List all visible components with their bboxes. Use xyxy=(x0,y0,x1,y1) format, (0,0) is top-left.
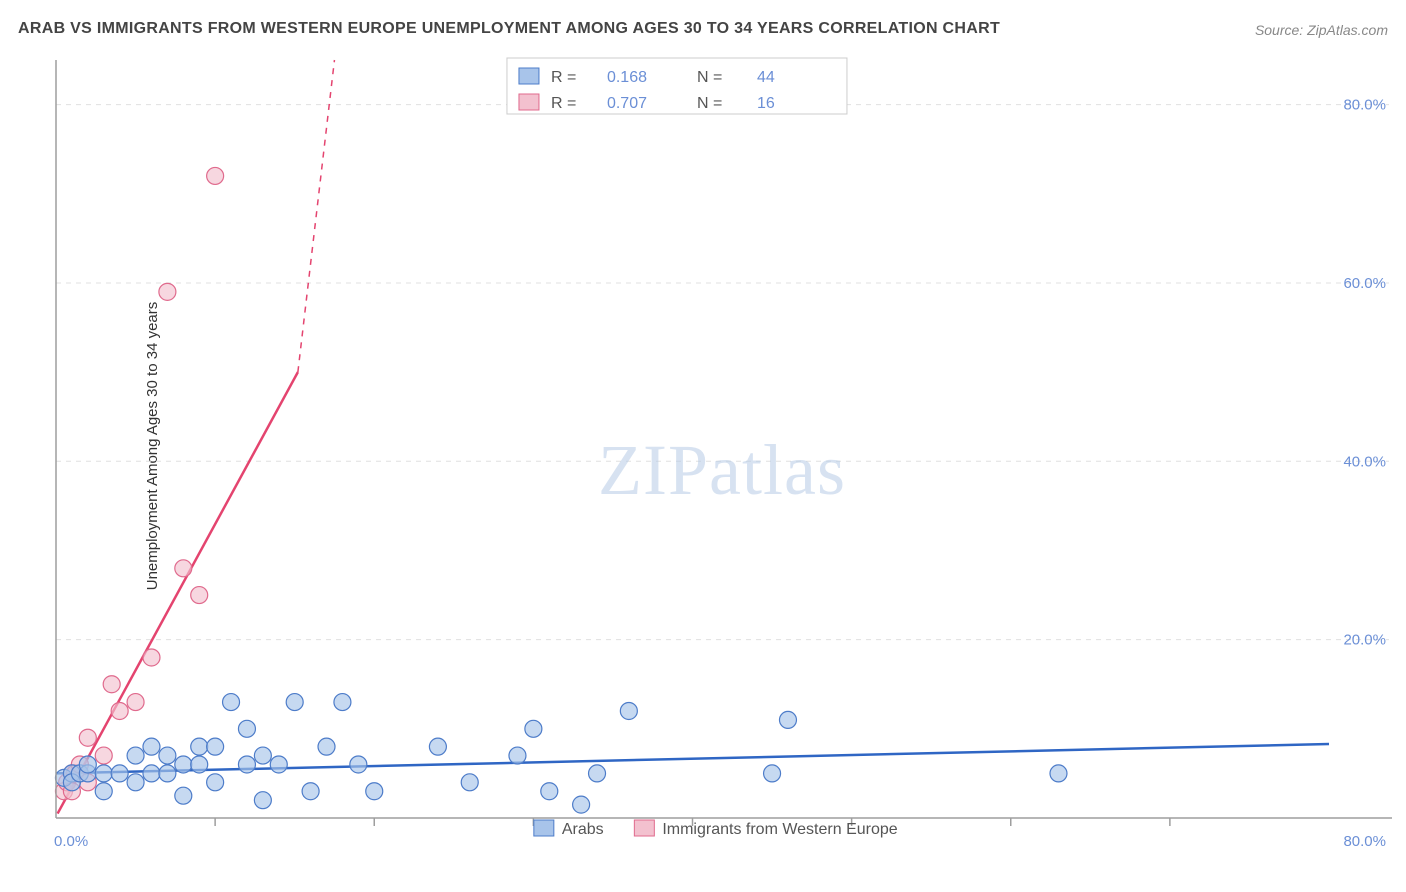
x-origin-label: 0.0% xyxy=(54,833,88,850)
legend-n-label: N = xyxy=(697,95,722,112)
legend-n-label: N = xyxy=(697,69,722,86)
legend-swatch xyxy=(519,94,539,110)
point-arabs xyxy=(461,774,478,791)
point-arabs xyxy=(620,702,637,719)
point-arabs xyxy=(366,783,383,800)
bottom-legend-swatch xyxy=(534,820,554,836)
point-arabs xyxy=(111,765,128,782)
point-immigrants xyxy=(111,702,128,719)
point-arabs xyxy=(238,720,255,737)
point-arabs xyxy=(779,711,796,728)
point-arabs xyxy=(1050,765,1067,782)
chart-title: ARAB VS IMMIGRANTS FROM WESTERN EUROPE U… xyxy=(18,20,1000,38)
watermark: ZIPatlas xyxy=(598,430,846,510)
point-arabs xyxy=(589,765,606,782)
point-arabs xyxy=(764,765,781,782)
point-immigrants xyxy=(159,283,176,300)
point-arabs xyxy=(509,747,526,764)
bottom-legend-swatch xyxy=(634,820,654,836)
point-arabs xyxy=(318,738,335,755)
point-immigrants xyxy=(207,167,224,184)
point-arabs xyxy=(573,796,590,813)
point-arabs xyxy=(302,783,319,800)
point-arabs xyxy=(127,774,144,791)
point-immigrants xyxy=(95,747,112,764)
legend-swatch xyxy=(519,68,539,84)
plot-area: ZIPatlas 20.0% 40.0% 60.0% 80.0% 0.0% 80.0% R =… xyxy=(50,56,1394,852)
point-arabs xyxy=(143,765,160,782)
point-arabs xyxy=(238,756,255,773)
x-max-label: 80.0% xyxy=(1343,833,1386,850)
point-arabs xyxy=(254,747,271,764)
point-arabs xyxy=(207,774,224,791)
chart-svg: ZIPatlas 20.0% 40.0% 60.0% 80.0% 0.0% 80.0% R =… xyxy=(50,56,1394,852)
point-arabs xyxy=(223,694,240,711)
point-arabs xyxy=(143,738,160,755)
bottom-legend-label: Immigrants from Western Europe xyxy=(662,821,897,838)
y-tick-label: 20.0% xyxy=(1343,632,1386,649)
point-arabs xyxy=(159,747,176,764)
point-arabs xyxy=(191,738,208,755)
point-arabs xyxy=(350,756,367,773)
point-arabs xyxy=(79,756,96,773)
point-arabs xyxy=(334,694,351,711)
point-arabs xyxy=(270,756,287,773)
point-arabs xyxy=(95,765,112,782)
y-tick-label: 40.0% xyxy=(1343,453,1386,470)
point-arabs xyxy=(254,792,271,809)
point-arabs xyxy=(127,747,144,764)
y-tick-label: 60.0% xyxy=(1343,275,1386,292)
point-arabs xyxy=(207,738,224,755)
trend-line-immigrants-dash xyxy=(298,60,335,372)
legend-r-value: 0.707 xyxy=(607,95,647,112)
point-immigrants xyxy=(79,729,96,746)
source-label: Source: ZipAtlas.com xyxy=(1255,22,1388,38)
point-arabs xyxy=(175,756,192,773)
point-immigrants xyxy=(103,676,120,693)
point-arabs xyxy=(159,765,176,782)
legend-r-value: 0.168 xyxy=(607,69,647,86)
legend-n-value: 16 xyxy=(757,95,775,112)
point-arabs xyxy=(175,787,192,804)
y-tick-label: 80.0% xyxy=(1343,97,1386,114)
point-arabs xyxy=(286,694,303,711)
point-immigrants xyxy=(191,587,208,604)
bottom-legend-label: Arabs xyxy=(562,821,604,838)
point-arabs xyxy=(429,738,446,755)
legend-r-label: R = xyxy=(551,69,576,86)
legend-n-value: 44 xyxy=(757,69,775,86)
point-immigrants xyxy=(143,649,160,666)
point-arabs xyxy=(191,756,208,773)
point-immigrants xyxy=(175,560,192,577)
point-immigrants xyxy=(127,694,144,711)
point-arabs xyxy=(95,783,112,800)
point-arabs xyxy=(525,720,542,737)
legend-r-label: R = xyxy=(551,95,576,112)
point-arabs xyxy=(541,783,558,800)
